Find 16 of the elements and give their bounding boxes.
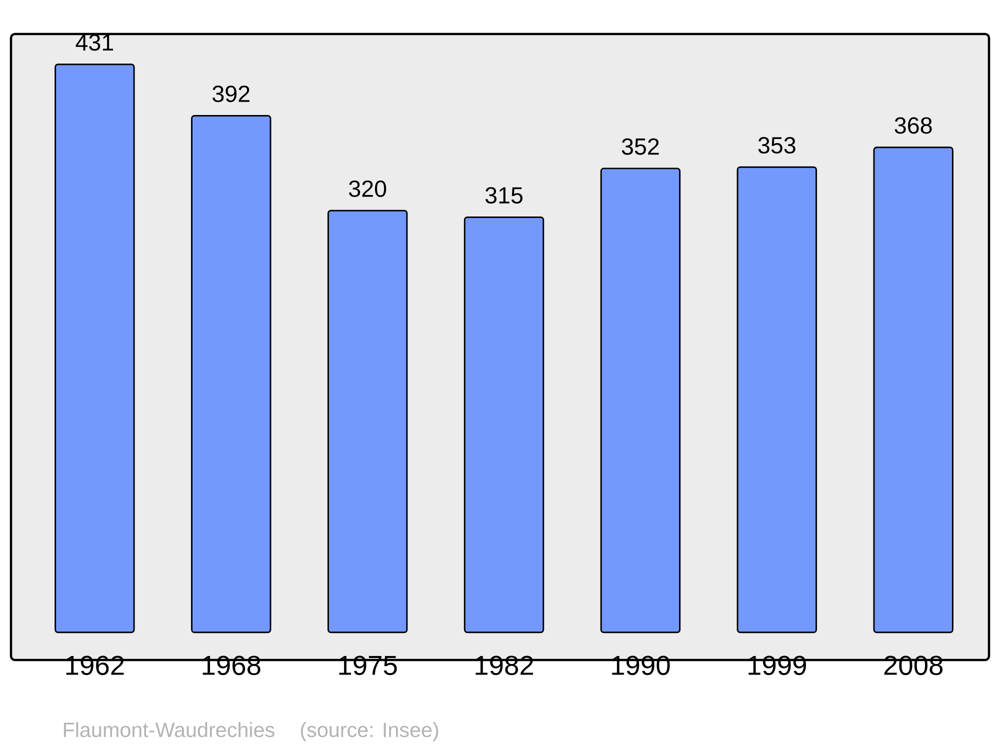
- data-label: 431: [76, 34, 114, 51]
- bar: [54, 64, 135, 634]
- data-label: 392: [212, 86, 250, 102]
- text: (source: Insee): [300, 722, 438, 742]
- bar: [873, 146, 954, 634]
- bar: [464, 216, 544, 634]
- data-label: 368: [894, 117, 932, 134]
- data-label: 353: [758, 137, 796, 154]
- data-label: 315: [485, 187, 522, 204]
- text: Flaumont-Waudrechies: [64, 722, 274, 738]
- data-label: 320: [349, 180, 386, 198]
- bar: [600, 168, 681, 634]
- data-label: 352: [622, 138, 659, 155]
- bar: [327, 210, 408, 634]
- bar: [191, 115, 272, 634]
- bar: [736, 166, 817, 634]
